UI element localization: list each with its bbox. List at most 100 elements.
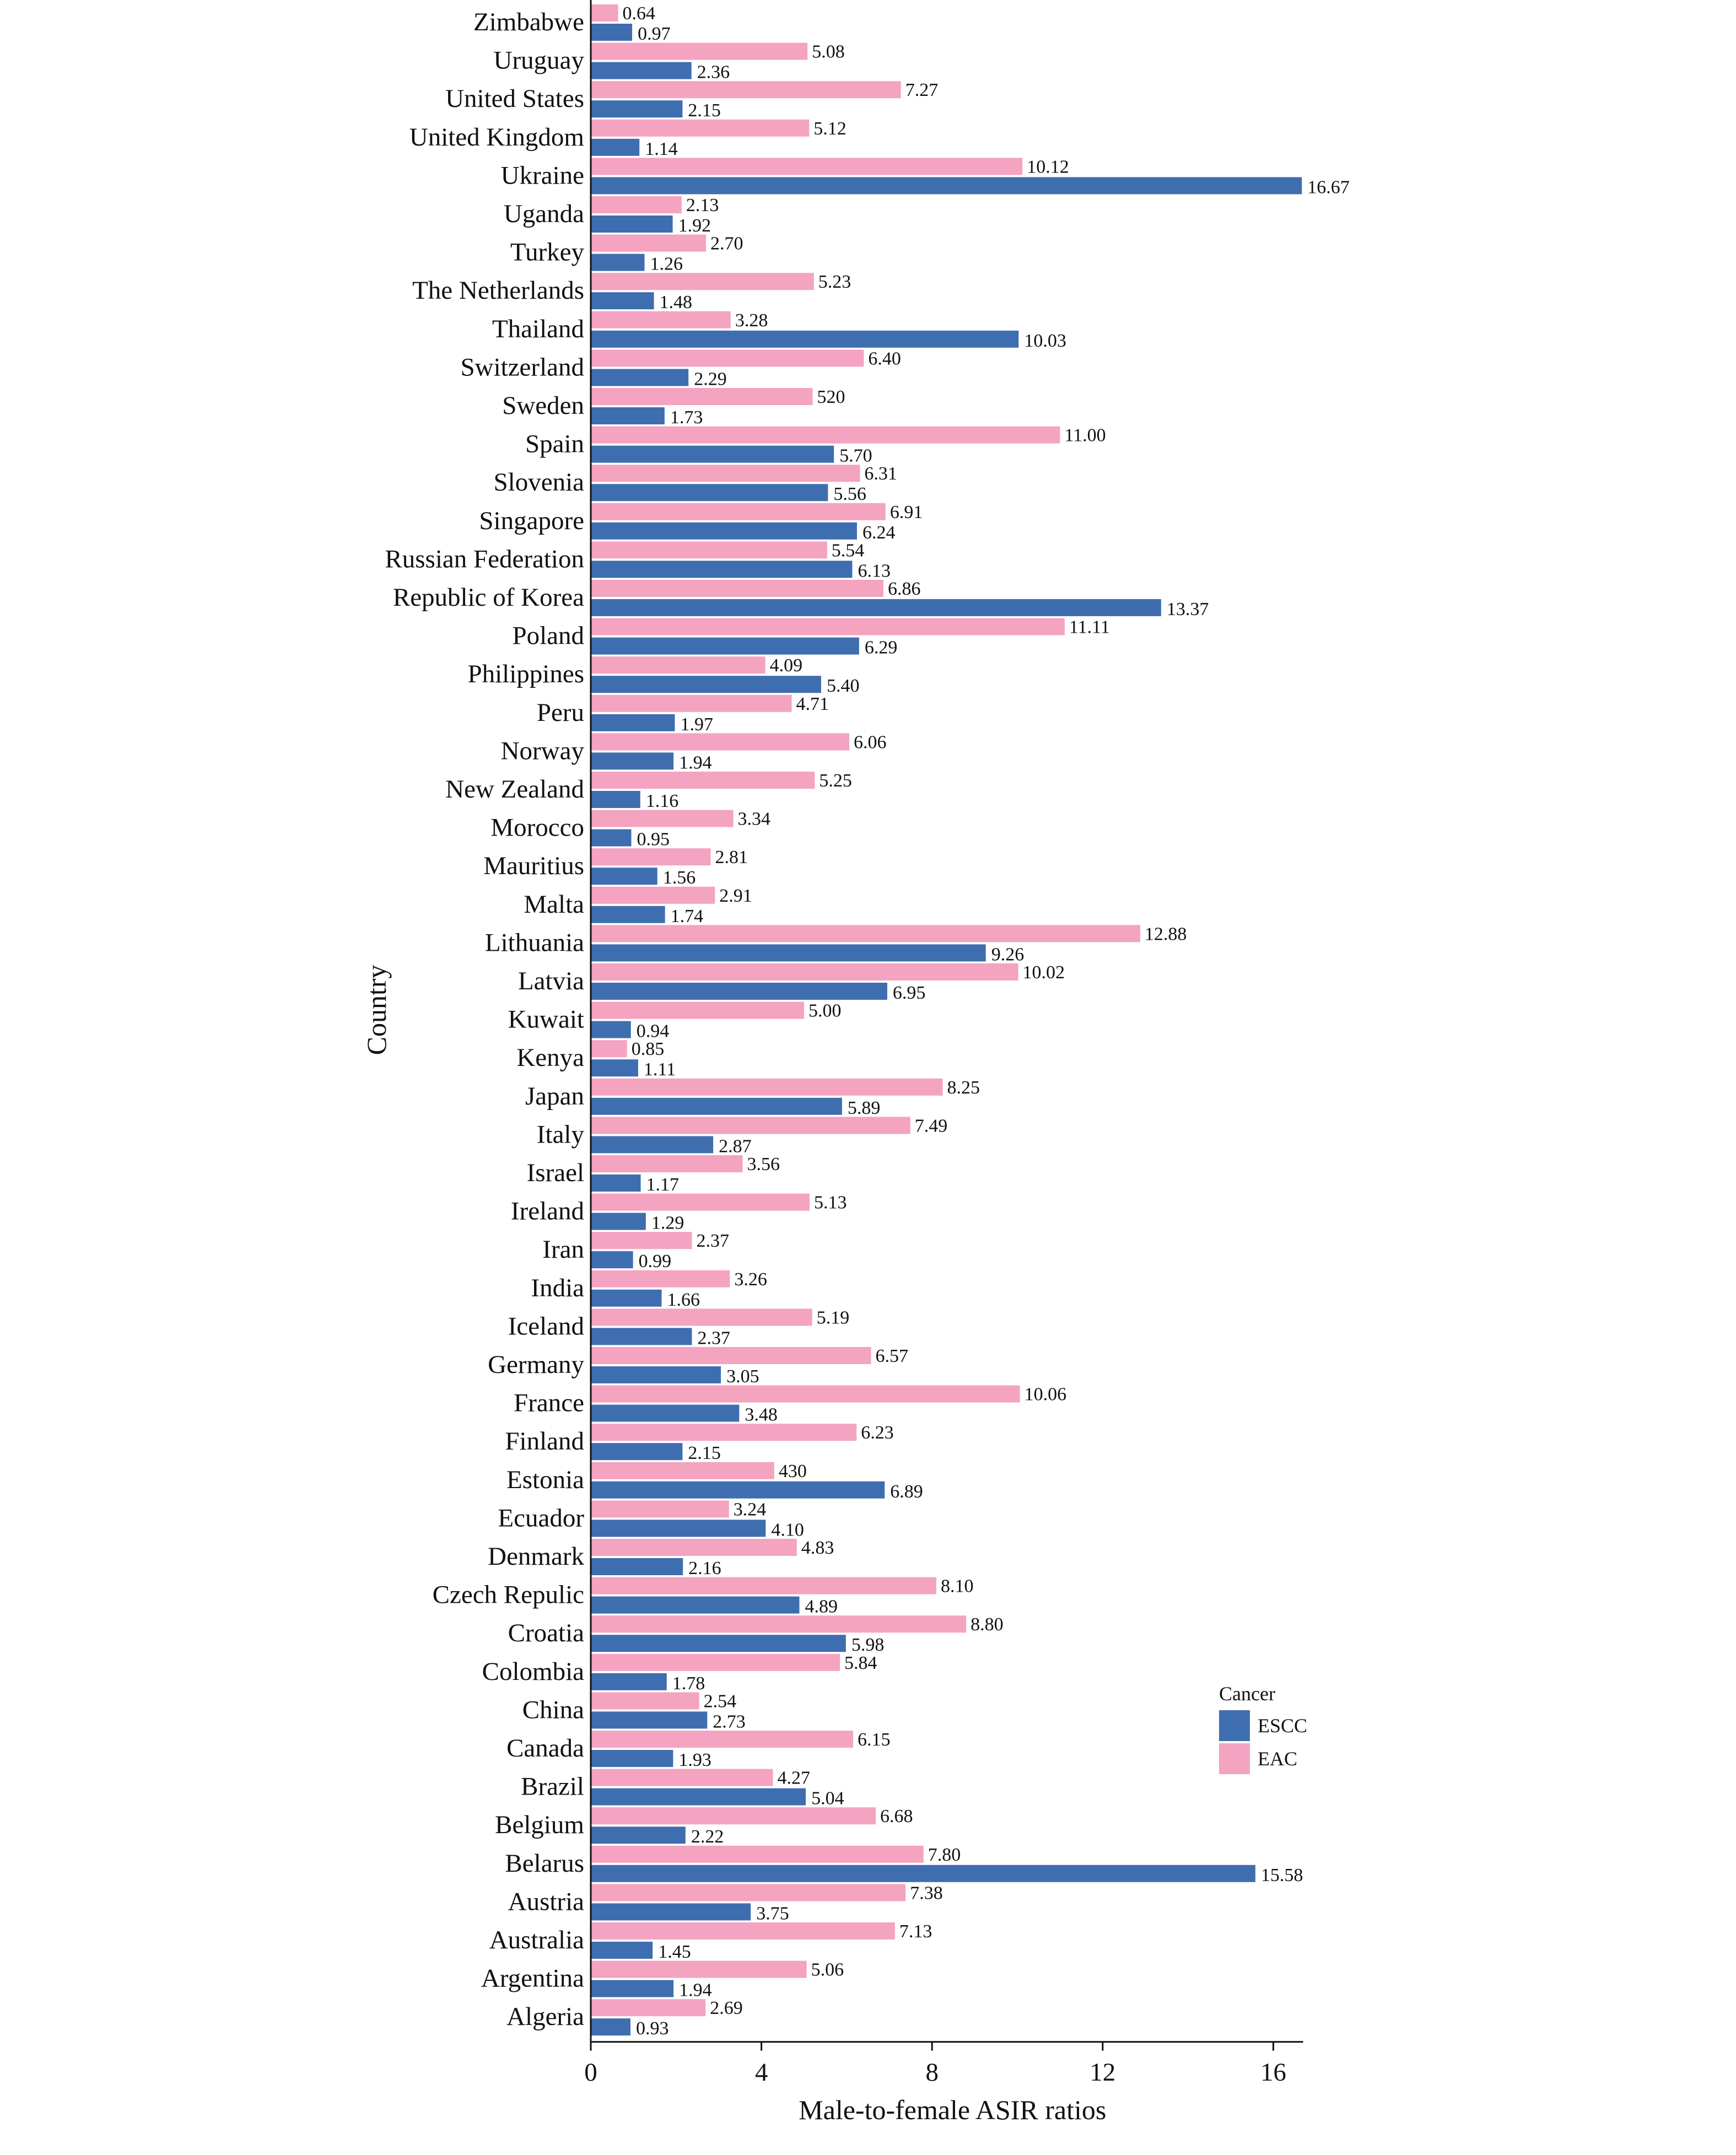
bar-eac-canada — [591, 1731, 854, 1748]
bar-eac-ireland — [591, 1193, 810, 1211]
bar-eac-czech-repulic — [591, 1577, 936, 1594]
bar-eac-denmark — [591, 1539, 797, 1556]
bar-escc-switzerland — [591, 369, 689, 386]
bar-eac-spain — [591, 426, 1060, 444]
bar-eac-iceland — [591, 1308, 812, 1326]
value-label-escc-russian-federation: 6.13 — [858, 561, 891, 581]
bar-escc-united-states — [591, 100, 683, 118]
value-label-escc-norway: 1.94 — [679, 752, 712, 773]
value-label-escc-brazil: 5.04 — [811, 1788, 844, 1809]
value-label-eac-the-netherlands: 5.23 — [818, 272, 851, 292]
bars-layer — [591, 4, 1302, 2036]
value-label-escc-denmark: 2.16 — [688, 1558, 721, 1578]
value-label-eac-russian-federation: 5.54 — [832, 540, 865, 561]
bar-escc-united-kingdom — [591, 138, 640, 156]
bar-escc-the-netherlands — [591, 292, 654, 310]
bar-escc-norway — [591, 752, 674, 770]
value-label-eac-mauritius: 2.81 — [715, 847, 748, 868]
value-label-eac-zimbabwe: 0.64 — [623, 3, 656, 24]
bar-eac-belgium — [591, 1807, 876, 1825]
value-label-escc-united-states: 2.15 — [688, 100, 721, 121]
value-label-eac-czech-repulic: 8.10 — [941, 1576, 974, 1597]
bar-eac-estonia — [591, 1462, 774, 1479]
x-tick-label-12: 12 — [1090, 2058, 1115, 2087]
value-label-escc-belgium: 2.22 — [691, 1827, 724, 1847]
legend-swatch-eac — [1219, 1743, 1250, 1774]
value-label-escc-switzerland: 2.29 — [694, 369, 727, 389]
country-label-uruguay: Uruguay — [494, 46, 585, 75]
value-label-escc-finland: 2.15 — [688, 1443, 721, 1463]
bar-eac-latvia — [591, 963, 1018, 980]
bar-escc-mauritius — [591, 868, 657, 885]
bar-escc-malta — [591, 906, 665, 923]
value-label-escc-ireland: 1.29 — [651, 1213, 684, 1233]
country-label-zimbabwe: Zimbabwe — [473, 8, 584, 36]
bar-eac-algeria — [591, 1999, 706, 2017]
bar-escc-russian-federation — [591, 561, 853, 578]
bar-escc-japan — [591, 1097, 842, 1115]
value-label-escc-kuwait: 0.94 — [637, 1021, 670, 1042]
bar-escc-finland — [591, 1443, 683, 1461]
bar-escc-croatia — [591, 1635, 846, 1652]
bar-eac-lithuania — [591, 925, 1140, 942]
country-label-turkey: Turkey — [510, 238, 585, 267]
bar-eac-argentina — [591, 1960, 807, 1978]
value-label-eac-thailand: 3.28 — [735, 310, 768, 331]
bar-eac-slovenia — [591, 465, 860, 482]
bar-escc-brazil — [591, 1788, 806, 1806]
bar-eac-singapore — [591, 503, 886, 520]
country-label-morocco: Morocco — [490, 813, 584, 842]
country-label-austria: Austria — [508, 1887, 585, 1916]
bar-eac-zimbabwe — [591, 4, 618, 21]
value-label-eac-ecuador: 3.24 — [734, 1499, 767, 1520]
bar-eac-croatia — [591, 1615, 967, 1633]
bar-eac-malta — [591, 886, 715, 904]
country-label-czech-repulic: Czech Repulic — [433, 1581, 584, 1609]
country-label-slovenia: Slovenia — [494, 468, 585, 497]
bar-eac-philippines — [591, 656, 765, 674]
bar-eac-turkey — [591, 234, 706, 252]
value-label-escc-iceland: 2.37 — [697, 1328, 730, 1348]
axes: 0 4 8 12 16 — [584, 0, 1303, 2087]
value-label-escc-slovenia: 5.56 — [833, 484, 866, 504]
bar-escc-iran — [591, 1251, 633, 1269]
bar-eac-australia — [591, 1922, 895, 1940]
bar-escc-czech-repulic — [591, 1596, 800, 1614]
country-label-ecuador: Ecuador — [498, 1504, 584, 1532]
bar-escc-poland — [591, 637, 859, 655]
value-label-eac-austria: 7.38 — [910, 1883, 943, 1903]
value-label-escc-france: 3.48 — [745, 1405, 778, 1425]
value-label-eac-france: 10.06 — [1025, 1384, 1067, 1405]
value-label-escc-philippines: 5.40 — [827, 676, 860, 696]
bar-eac-ukraine — [591, 158, 1023, 175]
bar-eac-peru — [591, 694, 792, 712]
country-label-philippines: Philippines — [467, 660, 584, 688]
bar-eac-poland — [591, 618, 1065, 635]
value-label-escc-austria: 3.75 — [756, 1903, 789, 1924]
x-tick-label-4: 4 — [755, 2058, 768, 2087]
bar-eac-russian-federation — [591, 541, 827, 559]
value-label-escc-morocco: 0.95 — [637, 829, 670, 850]
x-ticks: 0 4 8 12 16 — [584, 2041, 1286, 2087]
value-label-eac-finland: 6.23 — [861, 1423, 894, 1443]
value-label-escc-iran: 0.99 — [639, 1251, 672, 1272]
bar-escc-estonia — [591, 1481, 885, 1499]
value-label-eac-japan: 8.25 — [947, 1078, 980, 1098]
value-label-eac-denmark: 4.83 — [801, 1538, 834, 1558]
value-label-escc-germany: 3.05 — [726, 1366, 759, 1387]
bar-eac-the-netherlands — [591, 273, 814, 290]
bar-escc-philippines — [591, 676, 821, 693]
bar-eac-united-states — [591, 81, 901, 99]
value-label-eac-ukraine: 10.12 — [1027, 157, 1069, 177]
bar-eac-new-zealand — [591, 772, 815, 789]
country-label-uganda: Uganda — [504, 200, 584, 228]
value-label-escc-new-zealand: 1.16 — [646, 791, 679, 811]
bar-eac-japan — [591, 1078, 943, 1096]
bar-escc-canada — [591, 1750, 673, 1767]
bar-eac-uganda — [591, 196, 682, 213]
country-label-lithuania: Lithuania — [485, 928, 584, 957]
value-label-escc-china: 2.73 — [713, 1711, 746, 1732]
country-label-argentina: Argentina — [481, 1964, 584, 1993]
value-label-escc-israel: 1.17 — [646, 1175, 680, 1195]
bar-escc-algeria — [591, 2018, 630, 2036]
